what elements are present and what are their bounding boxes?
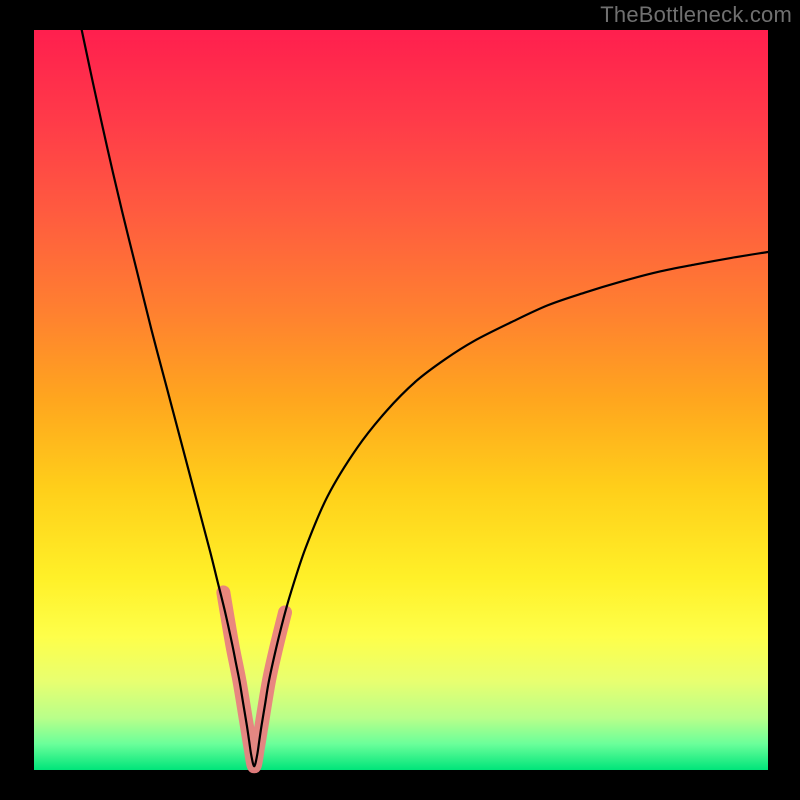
chart-stage: TheBottleneck.com	[0, 0, 800, 800]
bottleneck-chart	[0, 0, 800, 800]
plot-background	[34, 30, 768, 770]
